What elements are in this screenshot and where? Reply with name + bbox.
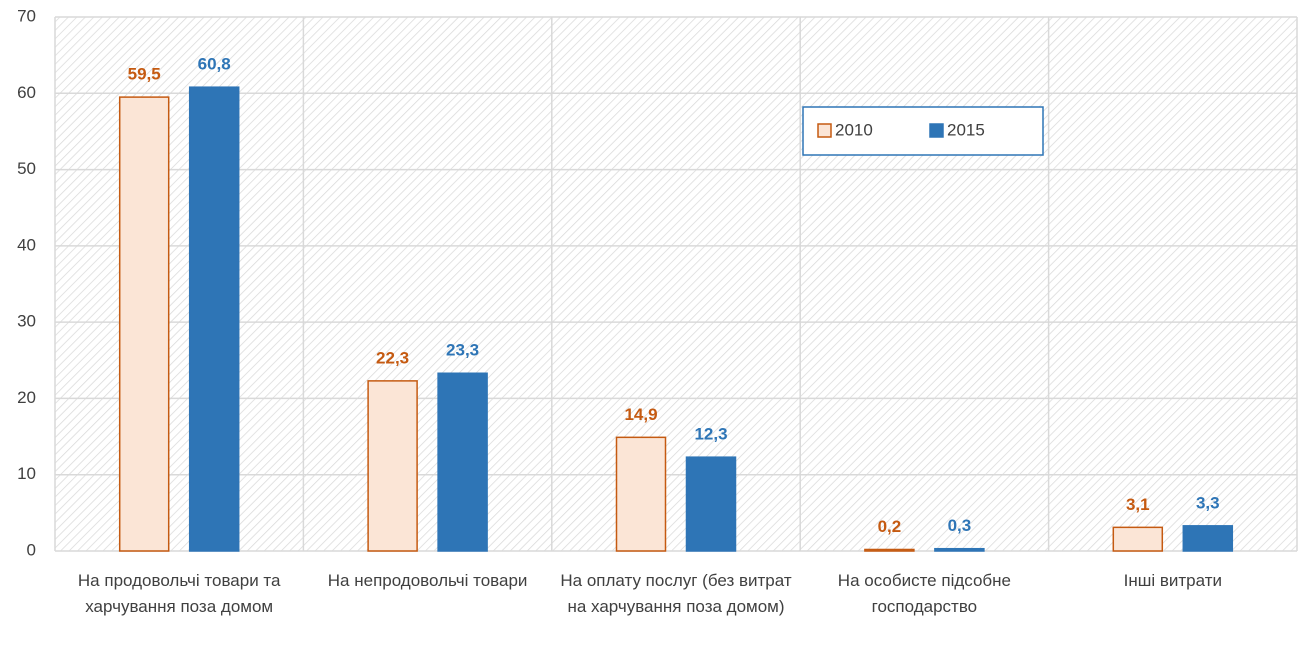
value-label: 14,9 [624, 405, 657, 424]
value-label: 12,3 [694, 425, 727, 444]
y-tick-label: 40 [17, 235, 36, 254]
legend-label: 2015 [947, 120, 985, 139]
bar [1112, 526, 1164, 552]
bar [1182, 525, 1234, 552]
y-tick-label: 30 [17, 312, 36, 331]
bar [685, 456, 737, 552]
value-label: 22,3 [376, 348, 409, 367]
bar [934, 547, 985, 552]
value-label: 0,3 [948, 516, 972, 535]
x-tick-label: На особисте підсобне господарство [837, 571, 1011, 616]
value-label: 3,3 [1196, 493, 1220, 512]
bar [437, 372, 488, 552]
x-tick-label: Інші витрати [1123, 571, 1222, 590]
y-tick-label: 10 [17, 464, 36, 483]
bar [118, 96, 170, 552]
bar [188, 86, 240, 552]
bar [615, 436, 667, 552]
value-label: 59,5 [128, 65, 161, 84]
legend-box [802, 106, 1044, 156]
bar [864, 548, 915, 552]
y-tick-label: 60 [17, 83, 36, 102]
y-tick-label: 70 [17, 6, 36, 25]
value-label: 3,1 [1126, 495, 1150, 514]
y-tick-label: 50 [17, 159, 36, 178]
value-label: 60,8 [198, 55, 231, 74]
legend-swatch [817, 123, 832, 138]
x-tick-label: На продовольчі товари та харчування поза… [77, 571, 281, 616]
legend-label: 2010 [835, 120, 873, 139]
legend-swatch [929, 123, 944, 138]
plot-area [55, 17, 1297, 551]
value-label: 0,2 [878, 517, 902, 536]
x-tick-label: На непродовольчі товари [327, 571, 528, 590]
bar [367, 380, 418, 552]
value-label: 23,3 [446, 341, 479, 360]
x-tick-label: На оплату послуг (без витрат на харчуван… [560, 571, 792, 616]
y-tick-label: 0 [27, 540, 36, 559]
y-tick-label: 20 [17, 388, 36, 407]
